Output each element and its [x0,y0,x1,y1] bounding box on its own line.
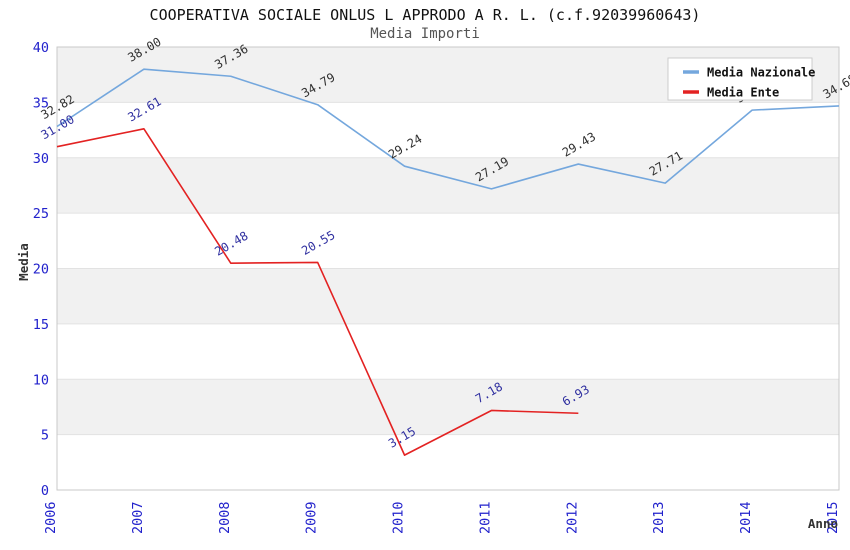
point-value-label: 29.24 [386,132,424,162]
y-tick-label: 20 [33,262,49,278]
x-tick-label: 2015 [825,501,841,534]
point-value-label: 20.48 [212,229,250,259]
y-tick-label: 5 [41,428,49,444]
y-tick-label: 30 [33,151,49,167]
y-tick-label: 15 [33,317,49,333]
grid-band [57,379,839,435]
y-tick-label: 40 [33,40,49,56]
x-axis-title: Anno [808,516,838,531]
chart-subtitle: Media Importi [370,26,480,42]
point-value-label: 29.43 [560,129,598,159]
x-tick-label: 2012 [564,501,580,534]
grid-band [57,157,839,214]
x-tick-label: 2011 [477,501,493,534]
y-tick-label: 0 [41,483,49,499]
chart-title: COOPERATIVA SOCIALE ONLUS L APPRODO A R.… [149,6,701,24]
y-tick-label: 35 [33,95,49,111]
x-tick-label: 2010 [391,501,407,534]
x-tick-label: 2006 [43,501,59,534]
x-tick-label: 2007 [130,501,146,534]
series-line-media-nazionale [56,68,840,190]
point-value-label: 20.55 [299,228,337,258]
x-tick-label: 2009 [304,501,320,534]
y-axis-title: Media [16,243,31,281]
legend-label-media-ente: Media Ente [707,86,779,100]
x-tick-label: 2013 [651,501,667,534]
legend-label-media-nazionale: Media Nazionale [707,66,815,80]
series-line-media-ente [56,128,579,456]
y-tick-label: 10 [33,372,49,388]
y-tick-label: 25 [33,206,49,222]
x-tick-label: 2008 [217,501,233,534]
x-tick-label: 2014 [738,501,754,534]
grid-band [57,268,839,324]
plot-border [56,46,840,491]
